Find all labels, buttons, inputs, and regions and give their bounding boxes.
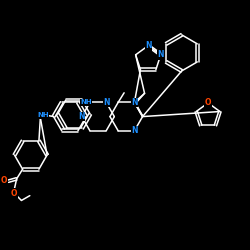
Text: N: N bbox=[131, 98, 138, 107]
Text: N: N bbox=[158, 50, 164, 59]
Text: N: N bbox=[145, 41, 152, 50]
Text: N: N bbox=[78, 112, 85, 121]
Text: O: O bbox=[205, 98, 211, 108]
Text: O: O bbox=[11, 189, 18, 198]
Text: NH: NH bbox=[37, 112, 48, 118]
Text: NH: NH bbox=[80, 100, 92, 105]
Text: N: N bbox=[131, 126, 138, 135]
Text: O: O bbox=[1, 176, 7, 184]
Text: N: N bbox=[103, 98, 110, 107]
